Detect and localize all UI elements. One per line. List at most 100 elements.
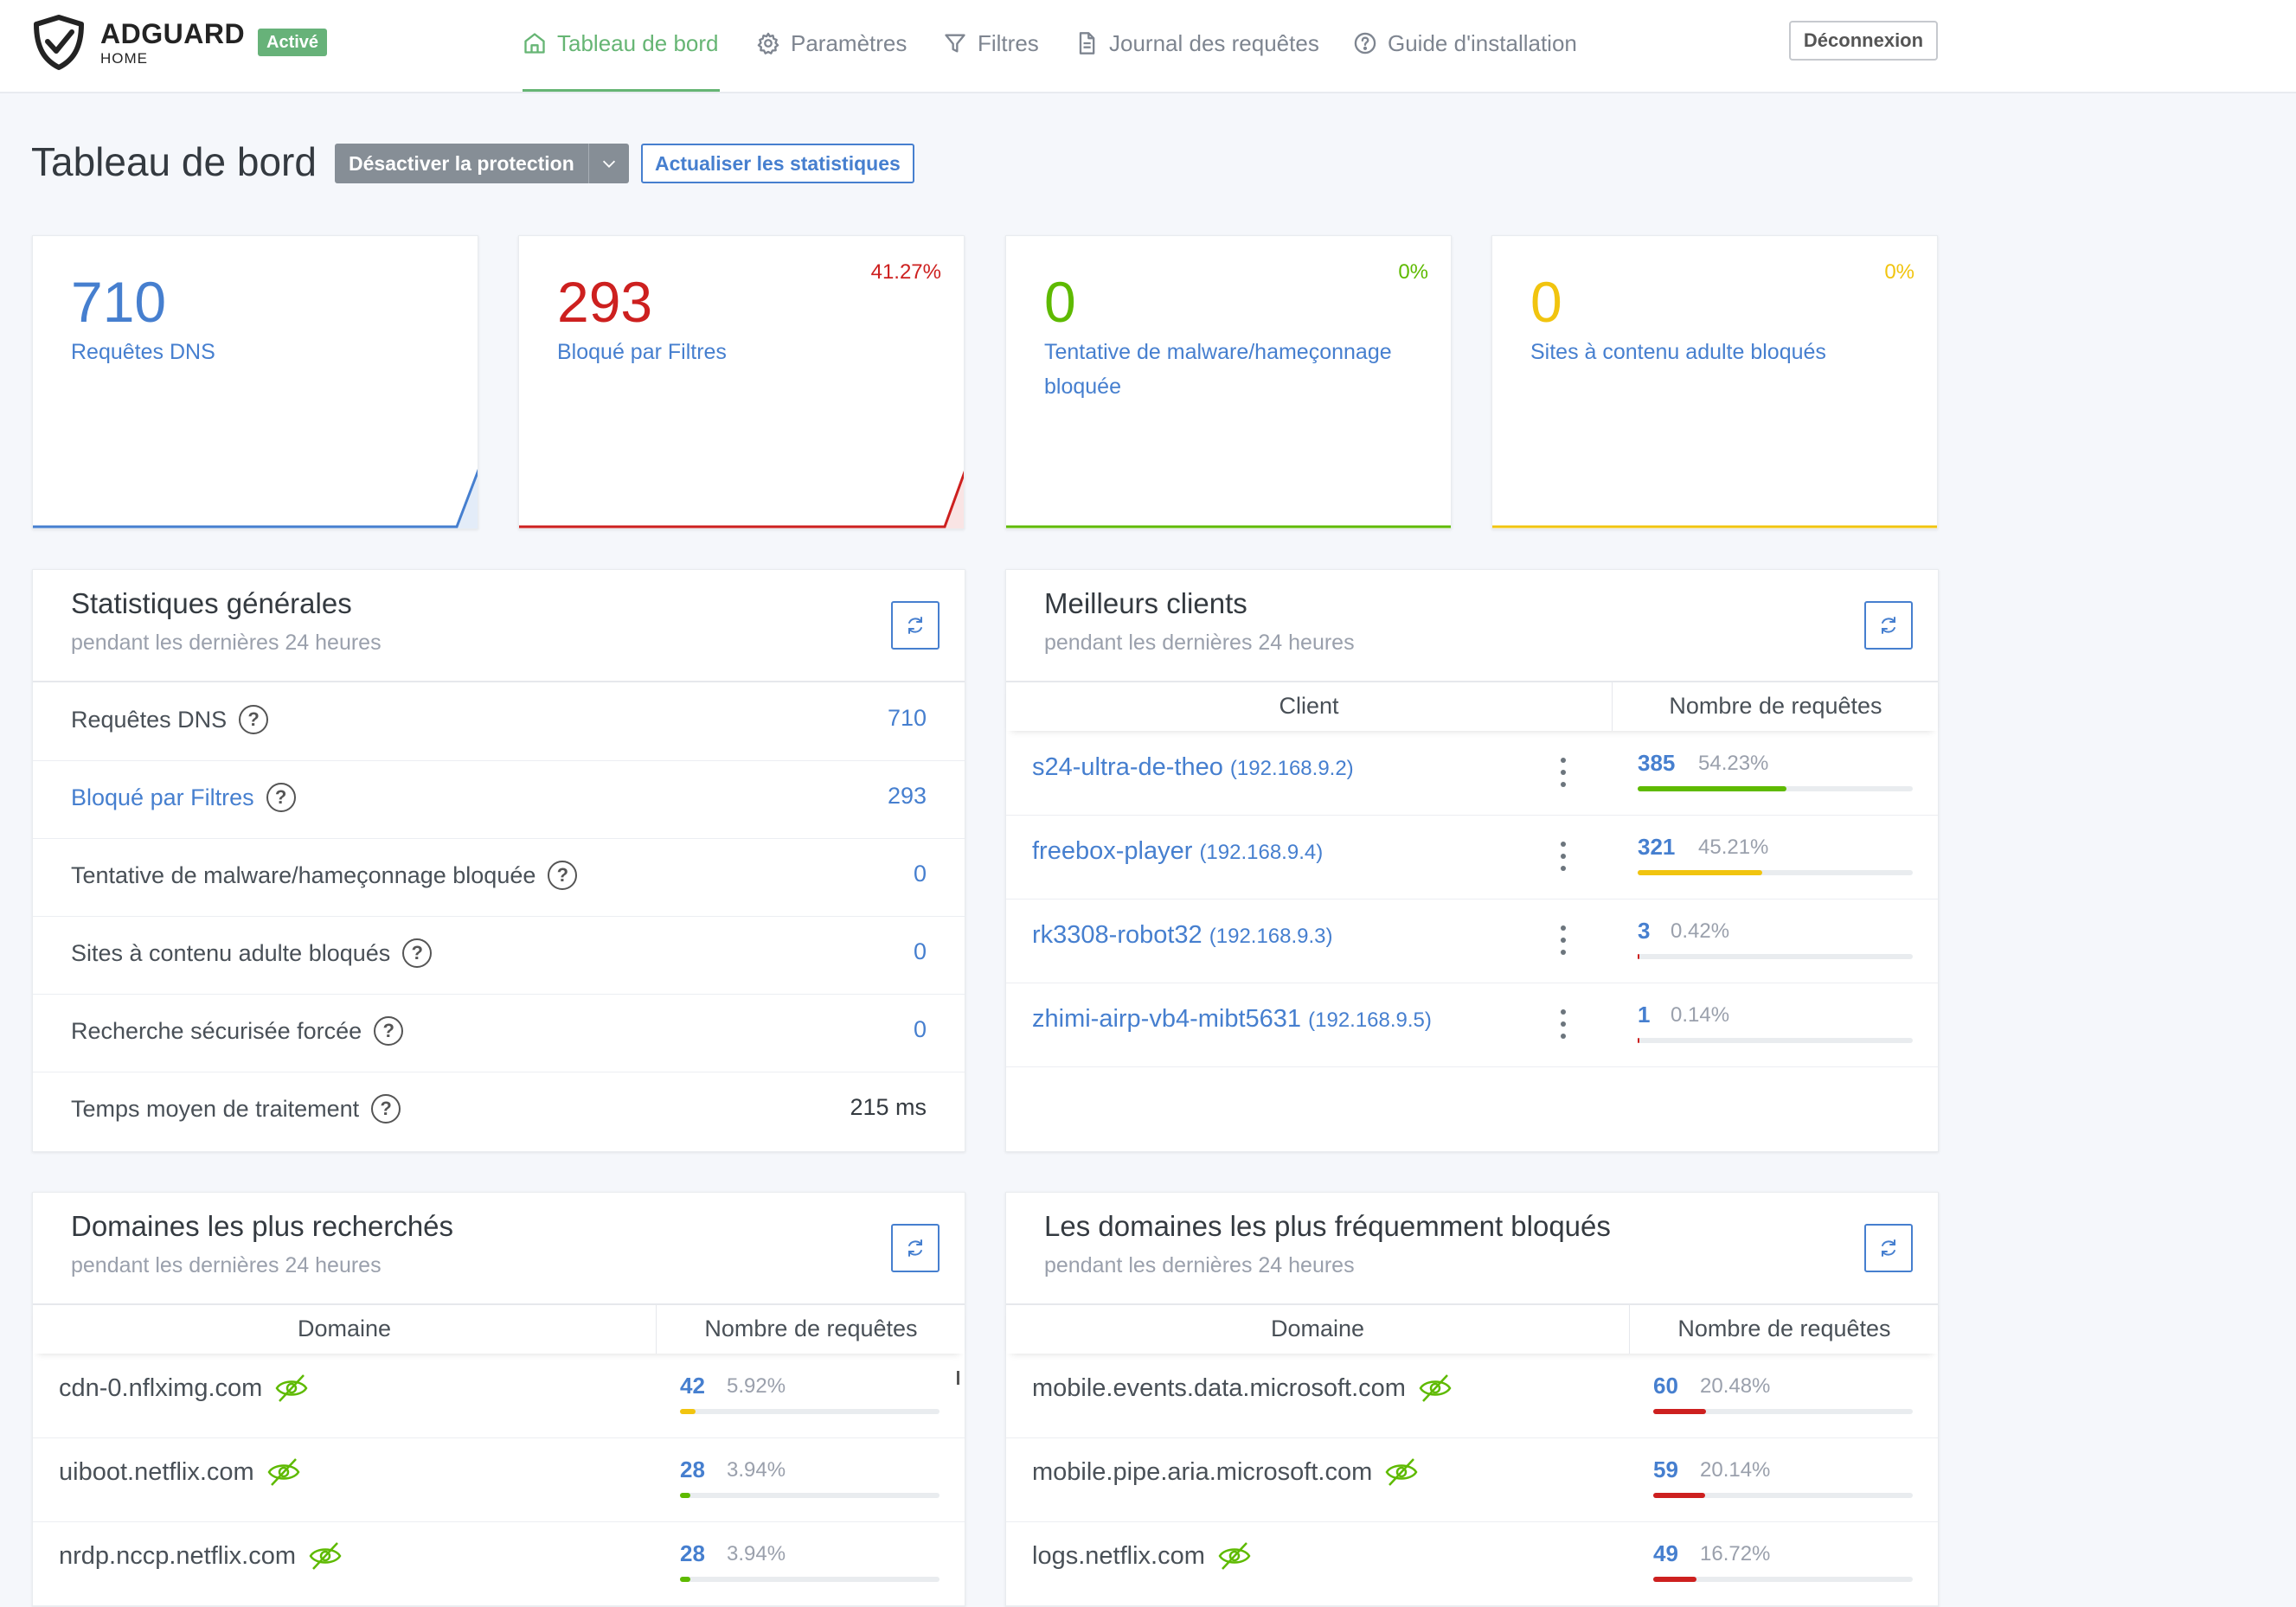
general-statistics-panel: Statistiques générales pendant les derni… <box>32 569 965 1152</box>
top-clients-panel: Meilleurs clients pendant les dernières … <box>1005 569 1939 1152</box>
column-header-domain[interactable]: Domaine <box>1270 1315 1365 1341</box>
request-percent: 0.14% <box>1671 1003 1730 1027</box>
domain-name[interactable]: logs.netflix.com <box>1032 1541 1205 1570</box>
panel-subtitle: pendant les dernières 24 heures <box>1044 1253 1355 1277</box>
nav-filtres[interactable]: Filtres <box>943 26 1039 61</box>
help-icon[interactable]: ? <box>239 705 269 734</box>
help-icon[interactable]: ? <box>374 1016 404 1046</box>
logout-button[interactable]: Déconnexion <box>1789 21 1938 61</box>
eye-slash-icon[interactable] <box>1418 1373 1453 1404</box>
column-header-client[interactable]: Client <box>1279 692 1339 719</box>
client-name[interactable]: s24-ultra-de-theo <box>1032 753 1223 781</box>
help-icon[interactable]: ? <box>402 938 433 968</box>
top-blocked-domains-panel: Les domaines les plus fréquemment bloqué… <box>1005 1192 1939 1607</box>
request-count: 385 <box>1638 750 1676 776</box>
protection-dropdown-toggle[interactable] <box>587 144 629 183</box>
progress-bar <box>1638 870 1762 875</box>
domain-name[interactable]: nrdp.nccp.netflix.com <box>59 1541 297 1570</box>
help-icon[interactable]: ? <box>266 783 296 812</box>
progress-track <box>1638 786 1913 791</box>
request-percent: 3.94% <box>727 1542 786 1565</box>
refresh-top-domains-button[interactable] <box>891 1224 940 1272</box>
domain-name[interactable]: mobile.events.data.microsoft.com <box>1032 1373 1406 1402</box>
progress-bar <box>1653 1577 1697 1582</box>
table-row: mobile.pipe.aria.microsoft.com 59 20.14% <box>1006 1437 1938 1522</box>
stat-label[interactable]: Tentative de malware/hameçonnage bloquée <box>1044 340 1392 399</box>
general-stat-label: Tentative de malware/hameçonnage bloquée <box>71 861 536 888</box>
kebab-menu-icon[interactable] <box>1560 923 1567 957</box>
kebab-menu-icon[interactable] <box>1560 755 1567 790</box>
progress-track <box>680 1577 940 1582</box>
progress-track <box>1653 1577 1913 1582</box>
column-header-count[interactable]: Nombre de requêtes <box>1677 1315 1891 1341</box>
column-header-domain[interactable]: Domaine <box>297 1315 392 1341</box>
nav-label: Paramètres <box>791 29 907 56</box>
request-count: 28 <box>680 1457 705 1482</box>
kebab-menu-icon[interactable] <box>1560 1007 1567 1041</box>
nav-journal-des-requetes[interactable]: Journal des requêtes <box>1074 26 1319 61</box>
help-icon <box>1354 32 1376 54</box>
stat-label[interactable]: Sites à contenu adulte bloqués <box>1530 340 1826 364</box>
general-stat-value: 710 <box>887 705 927 731</box>
general-stat-label: Temps moyen de traitement <box>71 1095 360 1122</box>
client-link[interactable]: rk3308-robot32 (192.168.9.3) <box>1032 921 1333 950</box>
request-count: 28 <box>680 1540 705 1566</box>
eye-slash-icon[interactable] <box>1217 1540 1252 1572</box>
help-icon[interactable]: ? <box>548 861 578 890</box>
client-link[interactable]: zhimi-airp-vb4-mibt5631 (192.168.9.5) <box>1032 1005 1432 1034</box>
table-row: s24-ultra-de-theo (192.168.9.2) 385 54.2… <box>1006 731 1938 816</box>
request-percent: 0.42% <box>1671 919 1730 943</box>
panel-subtitle: pendant les dernières 24 heures <box>71 1253 382 1277</box>
domain-name[interactable]: cdn-0.nflximg.com <box>59 1373 263 1402</box>
stat-card-adult-blocked: 0% 0 Sites à contenu adulte bloqués <box>1491 235 1938 529</box>
column-header-count[interactable]: Nombre de requêtes <box>704 1315 918 1341</box>
nav-guide-installation[interactable]: Guide d'installation <box>1353 26 1577 61</box>
eye-slash-icon[interactable] <box>1384 1457 1419 1488</box>
stat-card-dns-queries: 710 Requêtes DNS <box>32 235 478 529</box>
request-count: 1 <box>1638 1002 1651 1028</box>
request-count: 3 <box>1638 918 1651 944</box>
brand-name: ADGUARD <box>100 18 246 49</box>
request-percent: 16.72% <box>1700 1542 1771 1565</box>
client-name[interactable]: zhimi-airp-vb4-mibt5631 <box>1032 1005 1302 1033</box>
toggle-protection-button[interactable]: Désactiver la protection <box>335 144 629 183</box>
column-separator <box>656 1303 657 1354</box>
refresh-icon <box>1882 617 1895 634</box>
toggle-protection-label[interactable]: Désactiver la protection <box>349 151 574 175</box>
nav-parametres[interactable]: Paramètres <box>756 26 907 61</box>
eye-slash-icon[interactable] <box>266 1457 301 1488</box>
stat-label[interactable]: Bloqué par Filtres <box>557 340 727 364</box>
client-name[interactable]: freebox-player <box>1032 837 1193 865</box>
eye-slash-icon[interactable] <box>274 1373 309 1404</box>
domain-name[interactable]: mobile.pipe.aria.microsoft.com <box>1032 1457 1373 1486</box>
refresh-top-blocked-button[interactable] <box>1864 1224 1913 1272</box>
column-separator <box>1629 1303 1630 1354</box>
table-row: freebox-player (192.168.9.4) 321 45.21% <box>1006 815 1938 900</box>
kebab-menu-icon[interactable] <box>1560 839 1567 874</box>
stat-label[interactable]: Requêtes DNS <box>71 340 215 364</box>
domain-name[interactable]: uiboot.netflix.com <box>59 1457 254 1486</box>
general-stat-label[interactable]: Bloqué par Filtres <box>71 784 254 810</box>
client-name[interactable]: rk3308-robot32 <box>1032 921 1203 949</box>
refresh-statistics-button[interactable]: Actualiser les statistiques <box>641 144 914 183</box>
stat-percent: 0% <box>1884 260 1914 284</box>
document-icon <box>1079 32 1095 54</box>
nav-tableau-de-bord[interactable]: Tableau de bord <box>523 26 718 61</box>
client-link[interactable]: freebox-player (192.168.9.4) <box>1032 837 1323 866</box>
table-row: mobile.events.data.microsoft.com 60 20.4… <box>1006 1354 1938 1438</box>
refresh-icon <box>1882 1239 1895 1257</box>
column-separator <box>1612 681 1613 731</box>
table-row: rk3308-robot32 (192.168.9.3) 3 0.42% <box>1006 899 1938 983</box>
refresh-general-stats-button[interactable] <box>891 601 940 650</box>
eye-slash-icon[interactable] <box>308 1540 343 1572</box>
help-icon[interactable]: ? <box>371 1094 401 1124</box>
column-header-count[interactable]: Nombre de requêtes <box>1669 692 1882 719</box>
panel-divider <box>1006 681 1938 682</box>
client-link[interactable]: s24-ultra-de-theo (192.168.9.2) <box>1032 753 1354 782</box>
scrollbar-thumb[interactable] <box>957 1371 959 1385</box>
top-header: ADGUARD HOME Activé Tableau de bord Para… <box>0 0 2296 93</box>
general-stat-value: 293 <box>887 783 927 809</box>
request-percent: 3.94% <box>727 1458 786 1482</box>
refresh-top-clients-button[interactable] <box>1864 601 1913 650</box>
malware-sparkline <box>1006 525 1451 528</box>
